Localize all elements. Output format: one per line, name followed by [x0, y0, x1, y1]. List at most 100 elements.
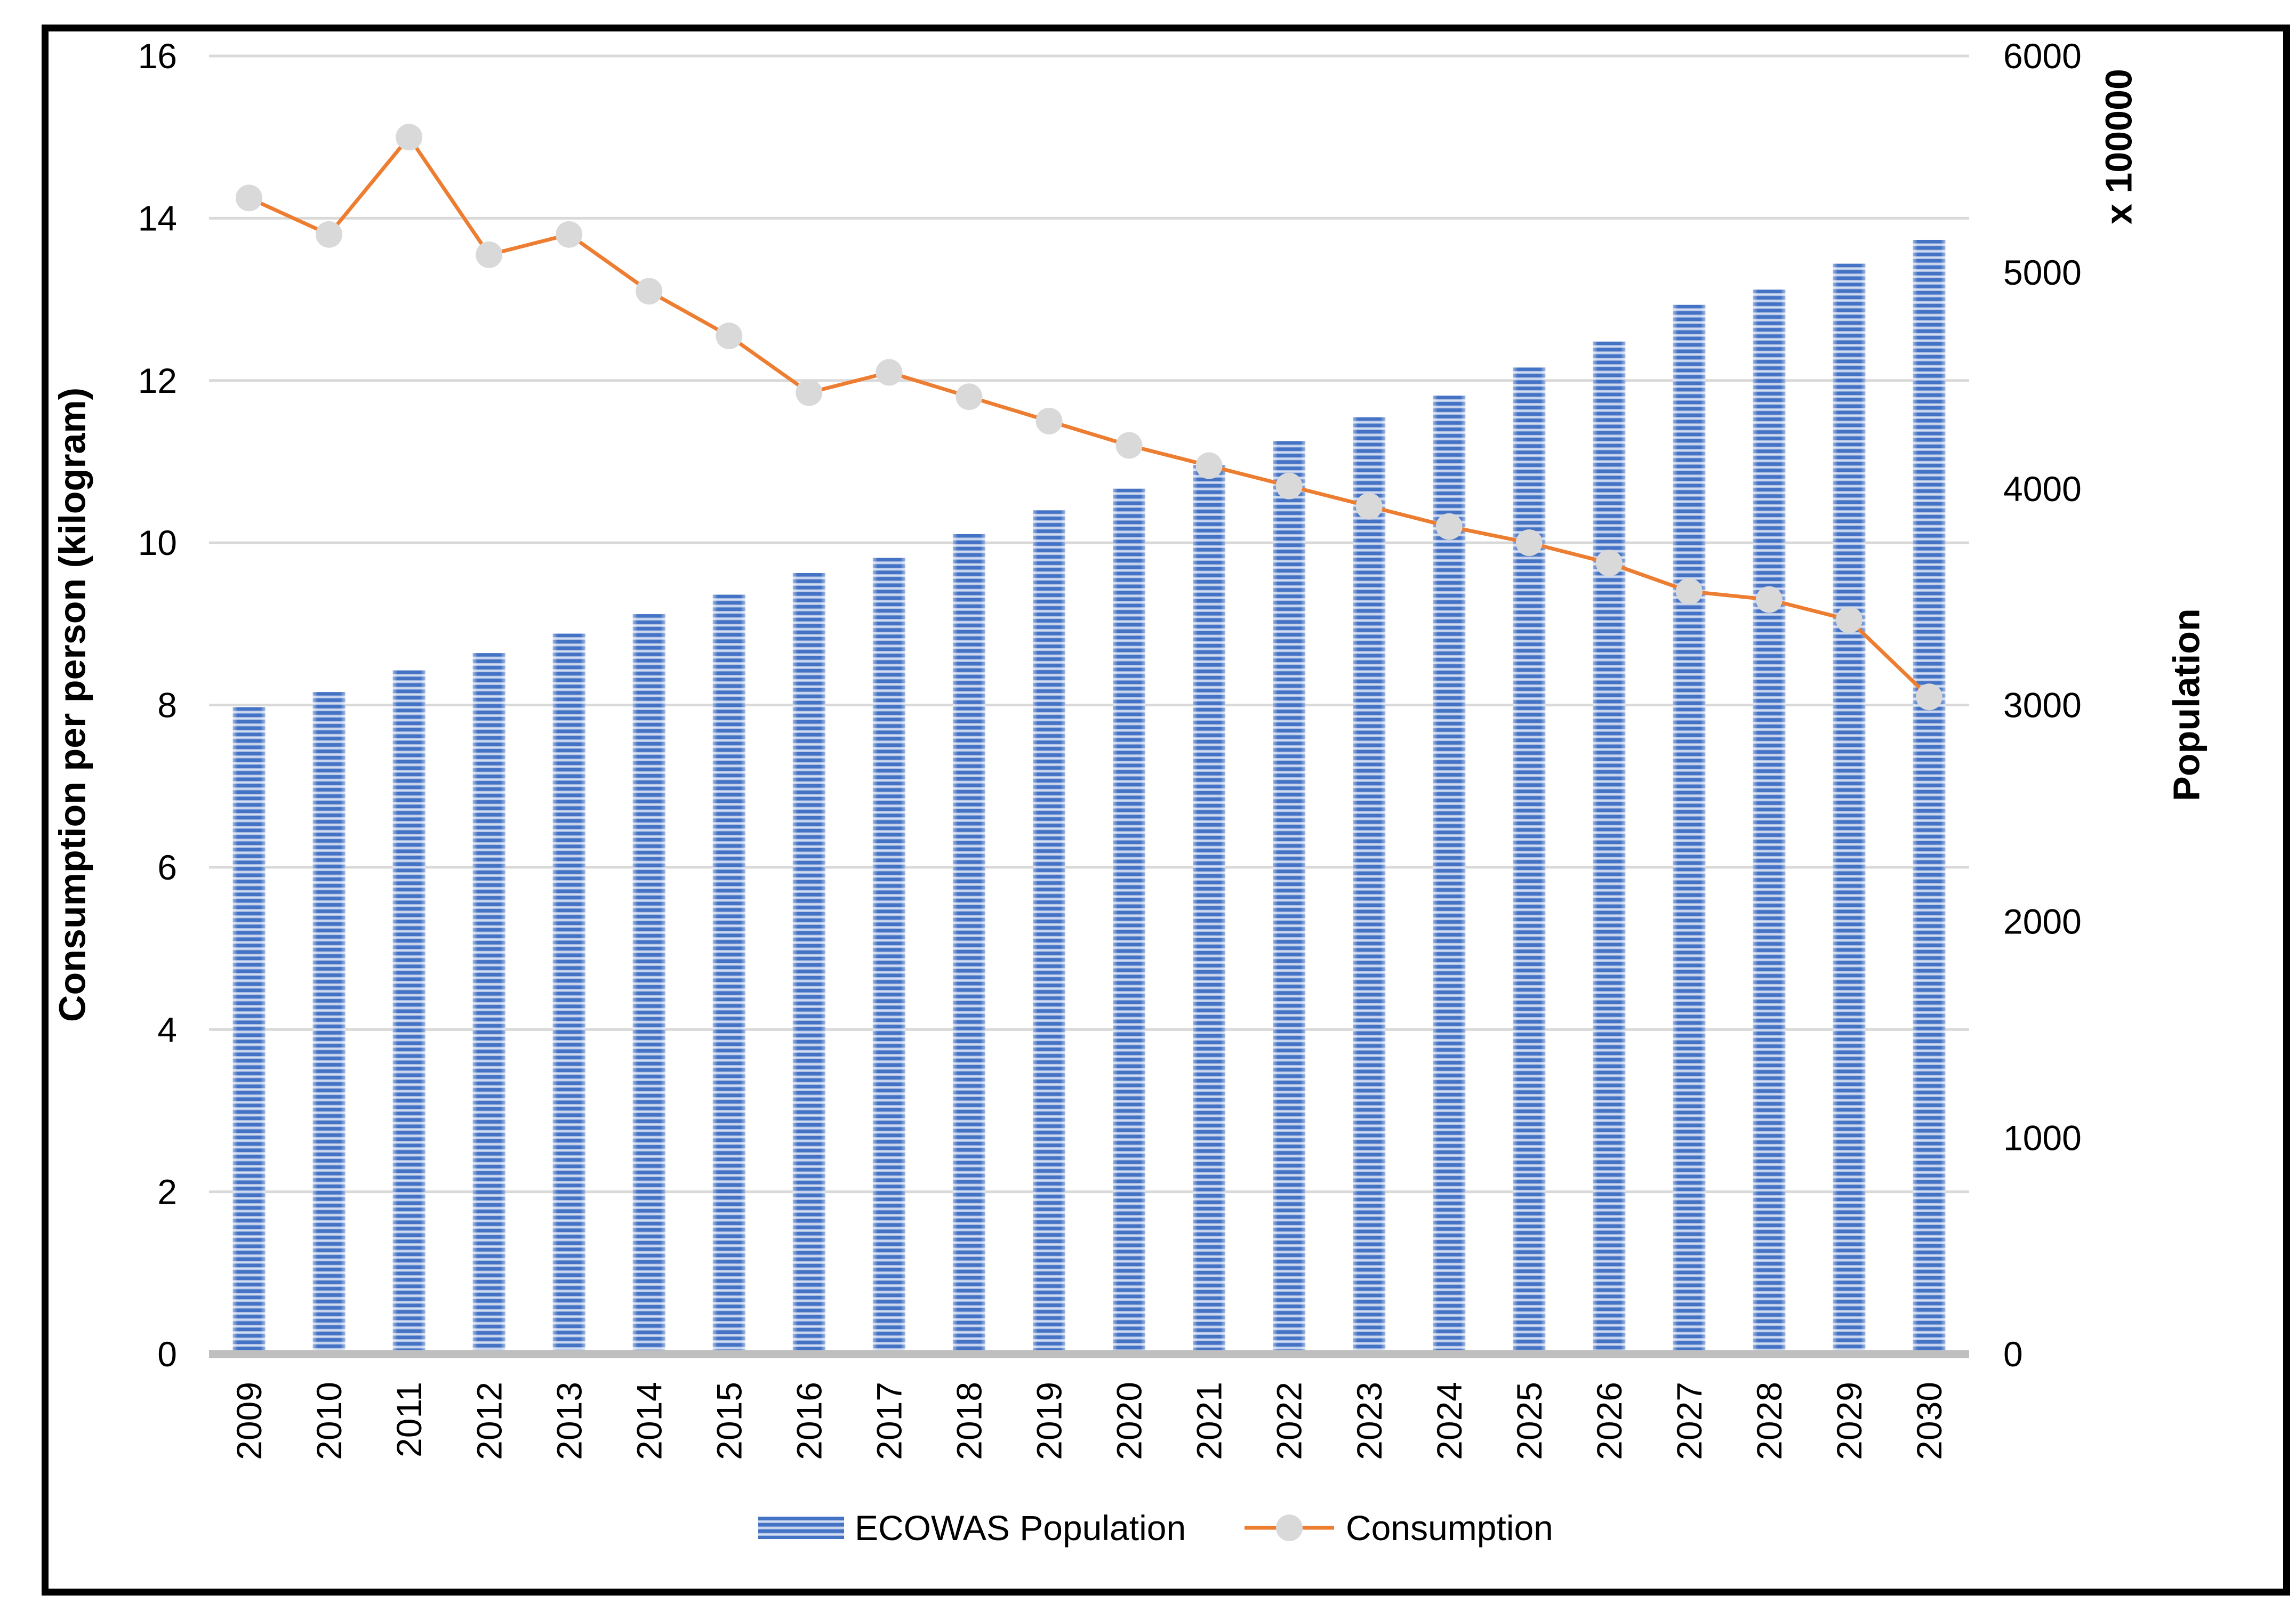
x-axis-tick-2010: 2010 [309, 1382, 349, 1460]
x-axis-tick-2011: 2011 [389, 1382, 429, 1457]
x-axis-tick-2030: 2030 [1909, 1382, 1949, 1460]
x-axis-baseline [209, 1350, 1969, 1358]
bar-sheen-2018 [952, 534, 985, 1350]
consumption-point-2019[interactable] [1035, 407, 1063, 434]
bar-sheen-2020 [1113, 488, 1146, 1350]
left-axis-ticks: 0 2 4 6 8 10 12 14 16 [138, 36, 177, 1374]
legend-label-population[interactable]: ECOWAS Population [855, 1508, 1186, 1548]
consumption-markers-layer [236, 124, 1942, 711]
consumption-point-2022[interactable] [1275, 472, 1303, 500]
consumption-point-2027[interactable] [1675, 578, 1703, 605]
right-axis-tick-1000: 1000 [2003, 1118, 2082, 1157]
bar-sheen-2019 [1032, 510, 1065, 1350]
x-axis-tick-2026: 2026 [1589, 1382, 1629, 1460]
x-axis-tick-2021: 2021 [1190, 1382, 1229, 1460]
left-axis-tick-0: 0 [157, 1334, 177, 1374]
x-axis-tick-2024: 2024 [1430, 1382, 1469, 1460]
bar-sheen-2013 [552, 633, 585, 1350]
bar-sheen-2030 [1913, 239, 1946, 1350]
bar-sheen-2022 [1273, 441, 1306, 1350]
consumption-line [248, 135, 1931, 698]
right-axis-tick-2000: 2000 [2003, 901, 2082, 941]
bar-sheen-2021 [1193, 465, 1226, 1350]
left-axis-tick-10: 10 [138, 523, 177, 562]
right-axis-tick-6000: 6000 [2003, 36, 2082, 76]
consumption-point-2030[interactable] [1915, 683, 1942, 711]
legend-bar-swatch[interactable] [758, 1517, 844, 1539]
x-axis-tick-2022: 2022 [1270, 1382, 1309, 1460]
left-axis-title: Consumption per person (kilogram) [52, 388, 93, 1022]
right-axis-tick-0: 0 [2003, 1334, 2023, 1374]
x-axis-tick-2020: 2020 [1110, 1382, 1149, 1460]
bar-sheen-2025 [1513, 367, 1546, 1350]
consumption-point-2028[interactable] [1755, 586, 1783, 613]
x-axis-baseline-layer [209, 1350, 1969, 1358]
right-axis-tick-3000: 3000 [2003, 686, 2082, 725]
consumption-line-layer [248, 135, 1931, 698]
right-axis-title: Population [2166, 608, 2207, 801]
left-axis-tick-12: 12 [138, 361, 177, 400]
bar-sheen-2028 [1753, 289, 1786, 1350]
legend-label-consumption[interactable]: Consumption [1346, 1508, 1553, 1548]
x-axis-tick-2025: 2025 [1510, 1382, 1549, 1460]
bar-sheen-2012 [472, 653, 505, 1350]
consumption-point-2009[interactable] [236, 184, 263, 212]
bar-sheen-2023 [1353, 417, 1386, 1350]
x-axis-tick-2023: 2023 [1350, 1382, 1389, 1460]
x-axis-tick-2029: 2029 [1829, 1382, 1869, 1460]
left-axis-tick-2: 2 [157, 1172, 177, 1212]
x-axis-tick-2027: 2027 [1669, 1382, 1709, 1460]
consumption-point-2014[interactable] [636, 278, 663, 305]
bar-sheen-2011 [392, 670, 426, 1350]
x-axis-tick-2016: 2016 [789, 1382, 829, 1460]
x-axis-tick-2009: 2009 [229, 1382, 269, 1460]
x-axis-tick-2013: 2013 [549, 1382, 589, 1460]
bar-sheen-2024 [1433, 396, 1466, 1350]
consumption-point-2025[interactable] [1515, 529, 1543, 557]
right-axis-ticks: 0 1000 2000 3000 4000 5000 6000 [2003, 36, 2082, 1374]
bar-sheen-2027 [1673, 304, 1706, 1350]
consumption-point-2018[interactable] [956, 383, 983, 410]
consumption-point-2020[interactable] [1115, 432, 1143, 459]
consumption-point-2029[interactable] [1835, 606, 1863, 633]
x-axis-tick-2014: 2014 [629, 1382, 669, 1460]
x-axis-tick-2019: 2019 [1030, 1382, 1069, 1460]
x-axis-tick-2015: 2015 [709, 1382, 749, 1460]
left-axis-tick-4: 4 [157, 1010, 177, 1049]
left-axis-tick-16: 16 [138, 36, 177, 76]
consumption-point-2015[interactable] [716, 323, 743, 350]
x-axis-tick-2012: 2012 [469, 1382, 509, 1460]
bar-sheen-2015 [712, 594, 745, 1350]
left-axis-tick-6: 6 [157, 848, 177, 887]
consumption-point-2023[interactable] [1355, 493, 1383, 520]
left-axis-tick-8: 8 [157, 686, 177, 725]
consumption-point-2011[interactable] [396, 124, 423, 151]
left-axis-tick-14: 14 [138, 198, 177, 238]
consumption-point-2013[interactable] [556, 221, 583, 248]
right-axis-tick-4000: 4000 [2003, 469, 2082, 509]
consumption-point-2026[interactable] [1595, 550, 1623, 577]
right-axis-multiplier-label: x 100000 [2098, 69, 2140, 224]
bar-sheen-2017 [872, 558, 905, 1350]
consumption-point-2021[interactable] [1195, 452, 1223, 479]
consumption-point-2012[interactable] [476, 241, 503, 268]
legend-dot-marker [1276, 1515, 1303, 1541]
bar-sheen-2010 [312, 692, 346, 1350]
bar-sheen-2014 [632, 614, 665, 1350]
bar-sheen-2026 [1593, 341, 1626, 1350]
legend: ECOWAS Population Consumption [758, 1508, 1553, 1548]
x-axis-ticks: 2009 2010 2011 2012 2013 2014 2015 2016 2017 2018… [229, 1382, 1949, 1460]
x-axis-tick-2028: 2028 [1749, 1382, 1789, 1460]
consumption-point-2016[interactable] [796, 379, 823, 406]
consumption-point-2024[interactable] [1435, 513, 1463, 540]
bar-sheen-2029 [1833, 263, 1866, 1350]
consumption-point-2017[interactable] [876, 359, 903, 386]
right-axis-tick-5000: 5000 [2003, 253, 2082, 292]
bar-sheen-2009 [232, 707, 266, 1350]
x-axis-tick-2018: 2018 [950, 1382, 989, 1460]
x-axis-tick-2017: 2017 [869, 1382, 909, 1460]
consumption-point-2010[interactable] [316, 221, 343, 248]
bars-layer [232, 239, 1946, 1350]
